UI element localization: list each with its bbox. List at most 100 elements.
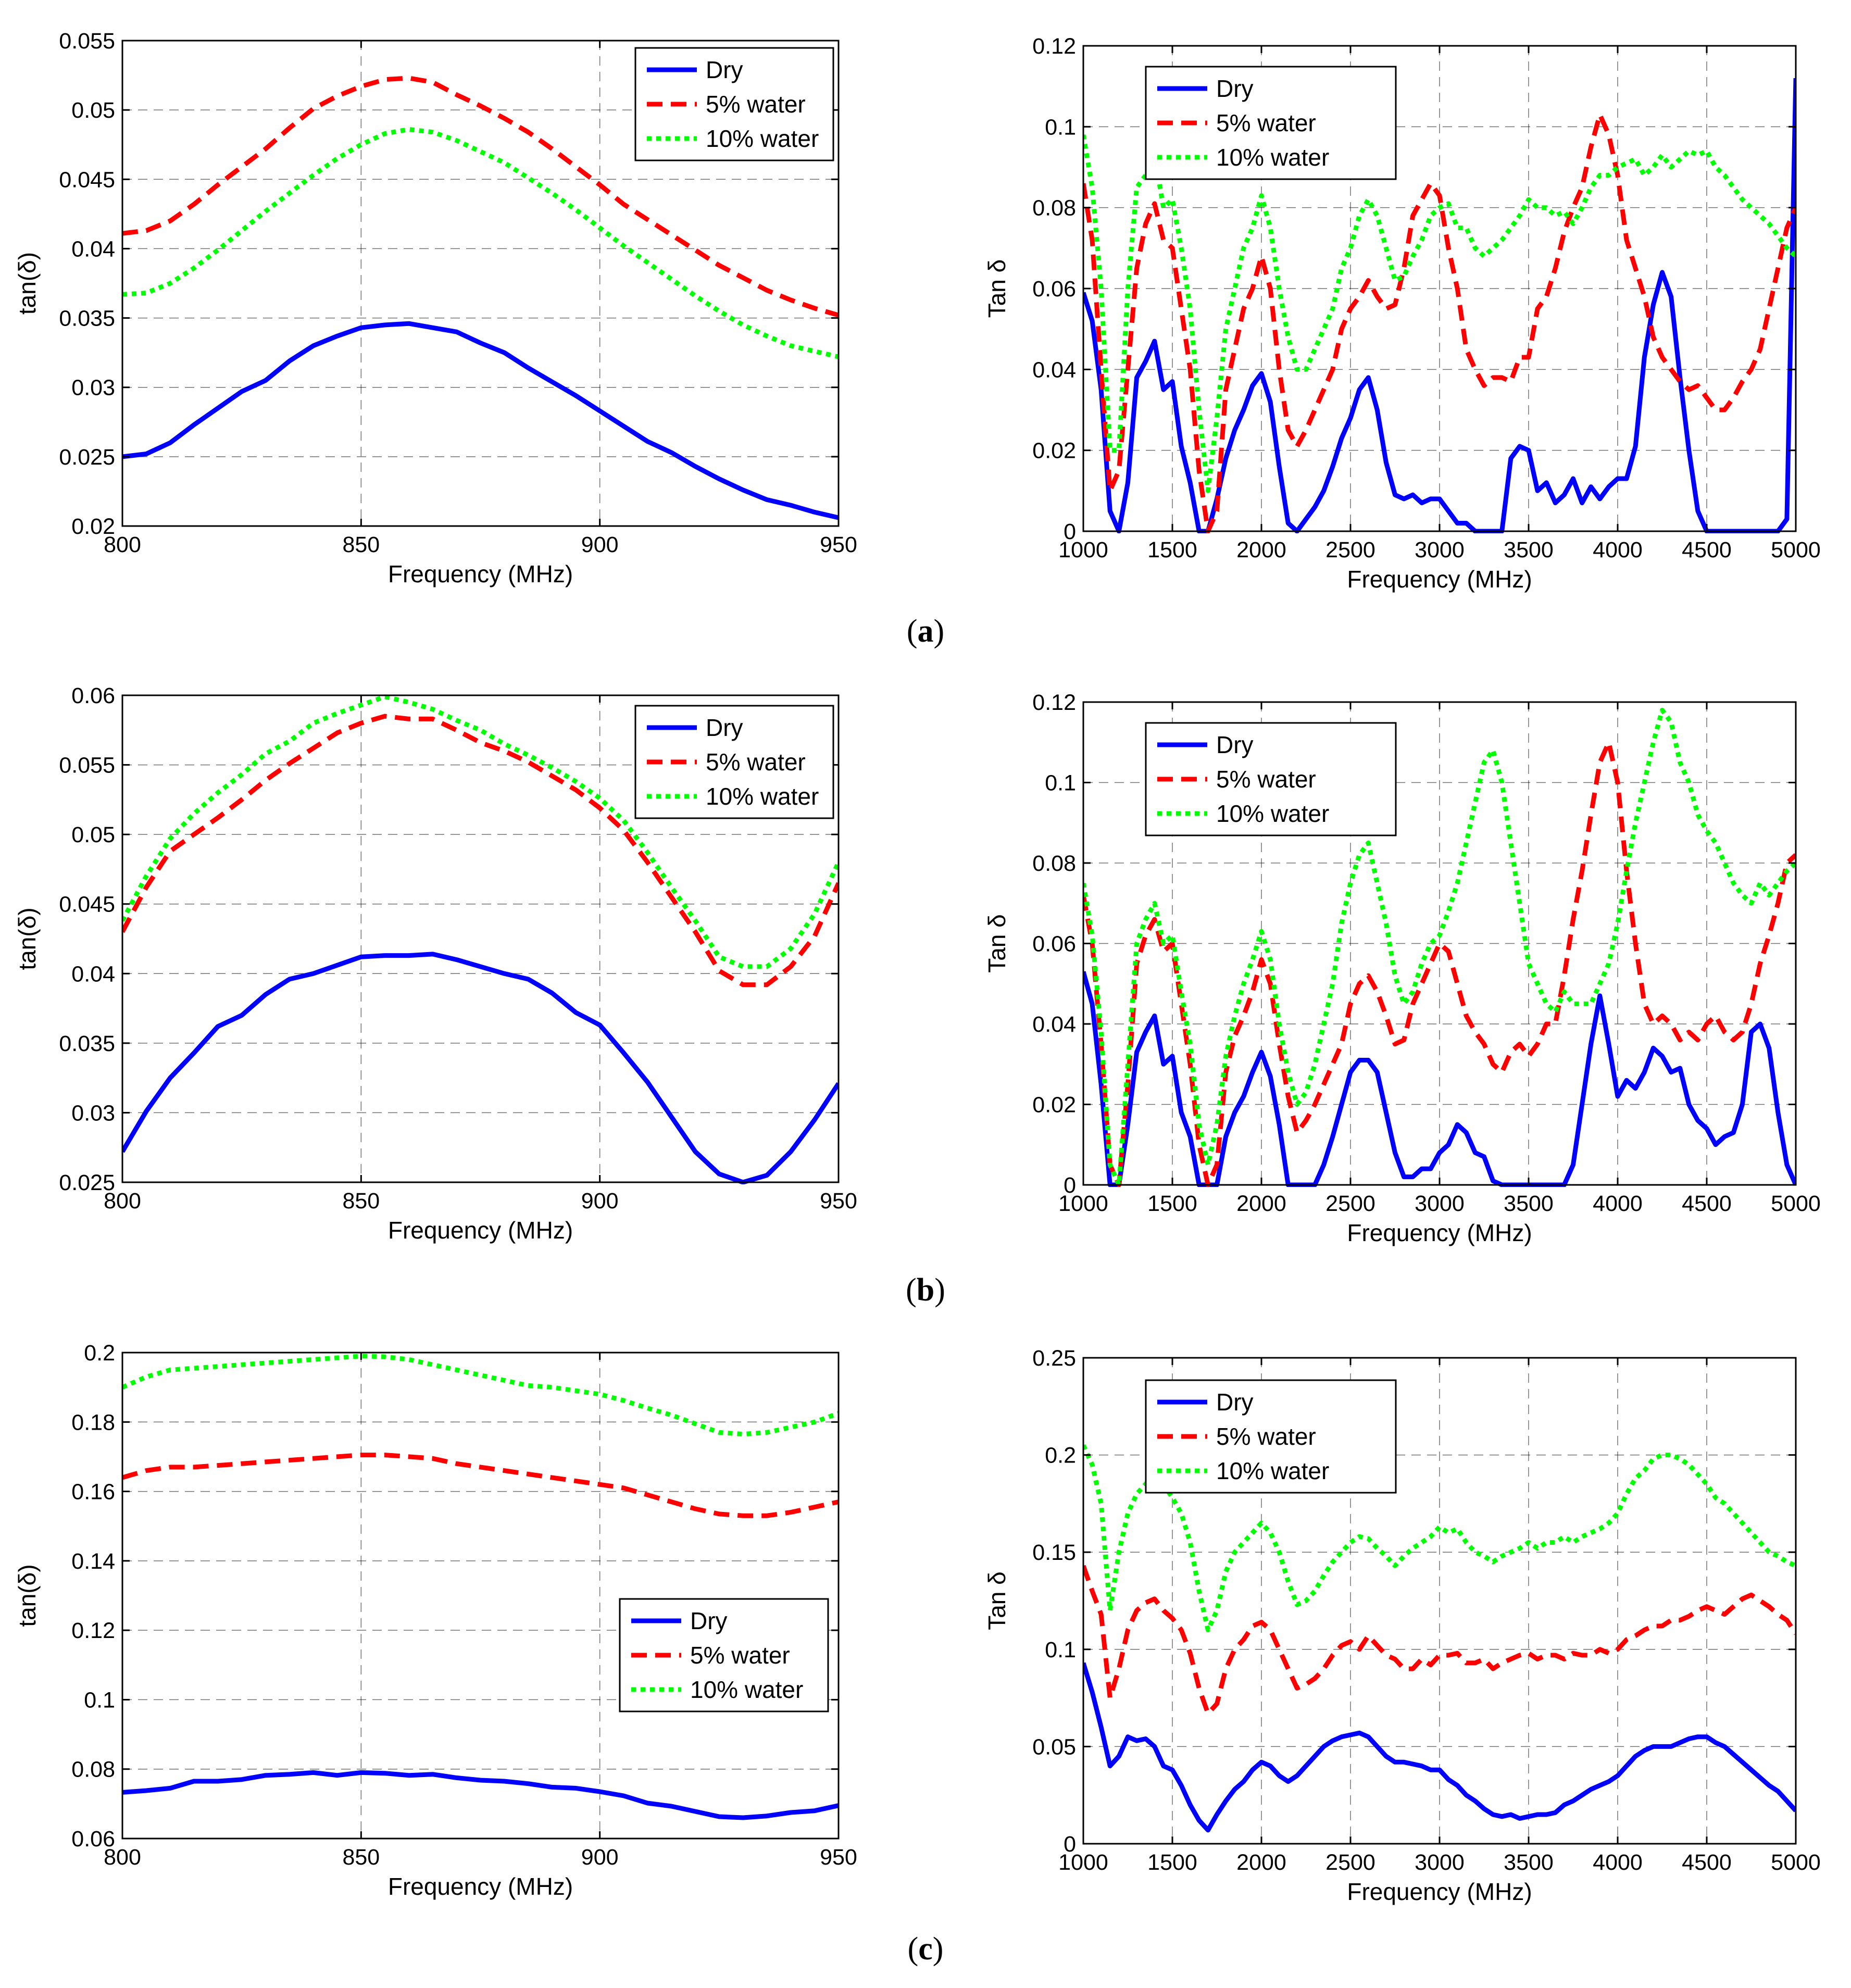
series-line-10-water [122, 1354, 839, 1437]
x-tick-label: 5000 [1771, 537, 1821, 562]
y-tick-label: 0.035 [59, 1031, 115, 1056]
legend: Dry 5% water 10% water [634, 47, 834, 161]
y-tick-label: 0.12 [1032, 34, 1076, 59]
y-axis-label: Tan δ [983, 259, 1010, 318]
y-axis-label: tan(δ) [14, 907, 41, 970]
y-tick-label: 0.02 [71, 514, 115, 539]
legend: Dry 5% water 10% water [634, 705, 834, 819]
x-tick-label: 4500 [1682, 1191, 1732, 1216]
y-tick-label: 0.2 [1045, 1443, 1076, 1468]
y-tick-label: 0.04 [71, 961, 115, 986]
chart-b-left: 800 850 900 950 0.025 0.03 0.035 0.04 0.045 0.05 0… [14, 683, 857, 1244]
x-tick-label: 1000 [1058, 537, 1108, 562]
legend-entry: 10% water [706, 125, 819, 152]
panel-label-b: (b) [906, 1272, 945, 1308]
x-tick-label: 3000 [1415, 1191, 1465, 1216]
y-tick-label: 0.04 [71, 236, 115, 261]
x-tick-label: 950 [820, 1845, 857, 1870]
y-tick-label: 0 [1064, 519, 1076, 544]
series-line-5-water [122, 76, 839, 318]
series-line-dry [1083, 1662, 1796, 1833]
x-tick-label: 850 [342, 1845, 380, 1870]
x-tick-label: 2000 [1236, 537, 1286, 562]
x-tick-label: 3500 [1504, 1850, 1554, 1875]
x-tick-label: 3500 [1504, 1191, 1554, 1216]
y-axis-label: tan(δ) [14, 1564, 41, 1627]
y-tick-label: 0 [1064, 1173, 1076, 1198]
axes-frame [121, 694, 840, 1183]
chart-a-left: 800 850 900 950 0.02 0.025 0.03 0.035 0.04 0.045 0… [14, 29, 857, 587]
x-tick-label: 800 [104, 1189, 141, 1214]
series-line-5-water [122, 714, 839, 987]
legend-entry: 5% water [1216, 109, 1316, 136]
series-line-5-water [1083, 112, 1796, 533]
x-tick-label: 1500 [1147, 1191, 1197, 1216]
legend-entry: 10% water [1216, 1457, 1329, 1484]
x-tick-label: 900 [581, 1845, 619, 1870]
chart-c-left: 800 850 900 950 0.06 0.08 0.1 0.12 0.14 0.16 0.18 0… [14, 1341, 857, 1900]
x-tick-label: 4500 [1682, 1850, 1732, 1875]
x-tick-label: 900 [581, 532, 619, 557]
y-tick-label: 0.05 [1032, 1734, 1076, 1759]
legend-entry: 10% water [706, 783, 819, 810]
y-tick-label: 0.045 [59, 892, 115, 917]
y-tick-label: 0.06 [1032, 932, 1076, 957]
x-axis-label: Frequency (MHz) [1347, 1878, 1532, 1905]
x-tick-label: 950 [820, 532, 857, 557]
legend-entry: 5% water [1216, 766, 1316, 793]
x-tick-label: 2500 [1325, 1191, 1375, 1216]
x-tick-label: 800 [104, 1845, 141, 1870]
legend-entry: 10% water [1216, 144, 1329, 171]
x-axis-label: Frequency (MHz) [1347, 566, 1532, 593]
panel-label-a: (a) [907, 614, 944, 649]
y-tick-label: 0.08 [1032, 196, 1076, 221]
legend: Dry 5% water 10% water [1145, 722, 1397, 836]
y-tick-label: 0.1 [1045, 771, 1076, 796]
chart-a-right: 1000 1500 2000 2500 3000 3500 4000 4500 5000 0 0.0… [983, 34, 1821, 593]
legend-entry: Dry [706, 56, 743, 83]
x-axis-label: Frequency (MHz) [388, 1873, 573, 1900]
legend-entry: 5% water [706, 91, 806, 118]
y-tick-label: 0.06 [71, 1827, 115, 1852]
series-line-5-water [1083, 740, 1796, 1187]
y-tick-label: 0.04 [1032, 1012, 1076, 1037]
x-tick-label: 1500 [1147, 537, 1197, 562]
y-tick-label: 0.035 [59, 306, 115, 331]
y-tick-label: 0.1 [1045, 115, 1076, 140]
series-line-dry [122, 321, 839, 520]
y-tick-label: 0.05 [71, 98, 115, 123]
legend-entry: Dry [1216, 1389, 1254, 1416]
y-tick-label: 0.055 [59, 29, 115, 54]
series-line-10-water [1083, 708, 1796, 1187]
x-axis-label: Frequency (MHz) [1347, 1219, 1532, 1246]
x-tick-label: 1500 [1147, 1850, 1197, 1875]
series-line-10-water [122, 694, 839, 969]
plot-area [122, 1353, 839, 1839]
x-axis-label: Frequency (MHz) [388, 560, 573, 587]
y-tick-label: 0.06 [1032, 277, 1076, 302]
x-tick-label: 3500 [1504, 537, 1554, 562]
x-tick-label: 4000 [1593, 1850, 1643, 1875]
y-tick-label: 0.18 [71, 1410, 115, 1435]
legend: Dry 5% water 10% water [1145, 66, 1397, 180]
y-tick-label: 0 [1064, 1832, 1076, 1857]
y-tick-label: 0.055 [59, 753, 115, 778]
y-tick-label: 0.025 [59, 445, 115, 470]
y-tick-label: 0.1 [1045, 1637, 1076, 1662]
y-tick-label: 0.12 [71, 1618, 115, 1643]
y-tick-label: 0.03 [71, 1101, 115, 1126]
x-tick-label: 950 [820, 1189, 857, 1214]
x-tick-label: 5000 [1771, 1850, 1821, 1875]
x-tick-label: 3000 [1415, 537, 1465, 562]
legend-entry: Dry [690, 1607, 728, 1634]
x-tick-label: 800 [104, 532, 141, 557]
legend: Dry 5% water 10% water [1145, 1379, 1397, 1494]
y-tick-label: 0.02 [1032, 1093, 1076, 1118]
legend-entry: Dry [1216, 75, 1254, 102]
y-tick-label: 0.2 [84, 1341, 115, 1366]
x-tick-label: 1000 [1058, 1191, 1108, 1216]
series-line-5-water [1083, 1565, 1796, 1716]
series-line-10-water [1083, 134, 1796, 493]
legend-entry: 5% water [1216, 1423, 1316, 1450]
x-tick-label: 2500 [1325, 537, 1375, 562]
